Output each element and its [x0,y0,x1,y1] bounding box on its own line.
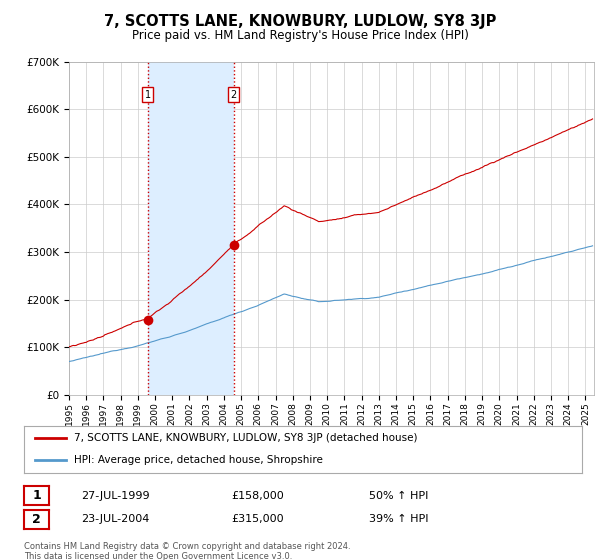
Text: £315,000: £315,000 [231,514,284,524]
Text: 50% ↑ HPI: 50% ↑ HPI [369,491,428,501]
Text: 27-JUL-1999: 27-JUL-1999 [81,491,149,501]
Text: 1: 1 [145,90,151,100]
Text: £158,000: £158,000 [231,491,284,501]
Text: 2: 2 [32,512,41,526]
Text: Price paid vs. HM Land Registry's House Price Index (HPI): Price paid vs. HM Land Registry's House … [131,29,469,42]
Bar [148,62,234,395]
Text: Contains HM Land Registry data © Crown copyright and database right 2024.
This d: Contains HM Land Registry data © Crown c… [24,542,350,560]
Text: 23-JUL-2004: 23-JUL-2004 [81,514,149,524]
Text: 2: 2 [230,90,237,100]
Text: 7, SCOTTS LANE, KNOWBURY, LUDLOW, SY8 3JP (detached house): 7, SCOTTS LANE, KNOWBURY, LUDLOW, SY8 3J… [74,433,418,444]
Text: 39% ↑ HPI: 39% ↑ HPI [369,514,428,524]
Text: HPI: Average price, detached house, Shropshire: HPI: Average price, detached house, Shro… [74,455,323,465]
Text: 1: 1 [32,489,41,502]
Text: 7, SCOTTS LANE, KNOWBURY, LUDLOW, SY8 3JP: 7, SCOTTS LANE, KNOWBURY, LUDLOW, SY8 3J… [104,14,496,29]
